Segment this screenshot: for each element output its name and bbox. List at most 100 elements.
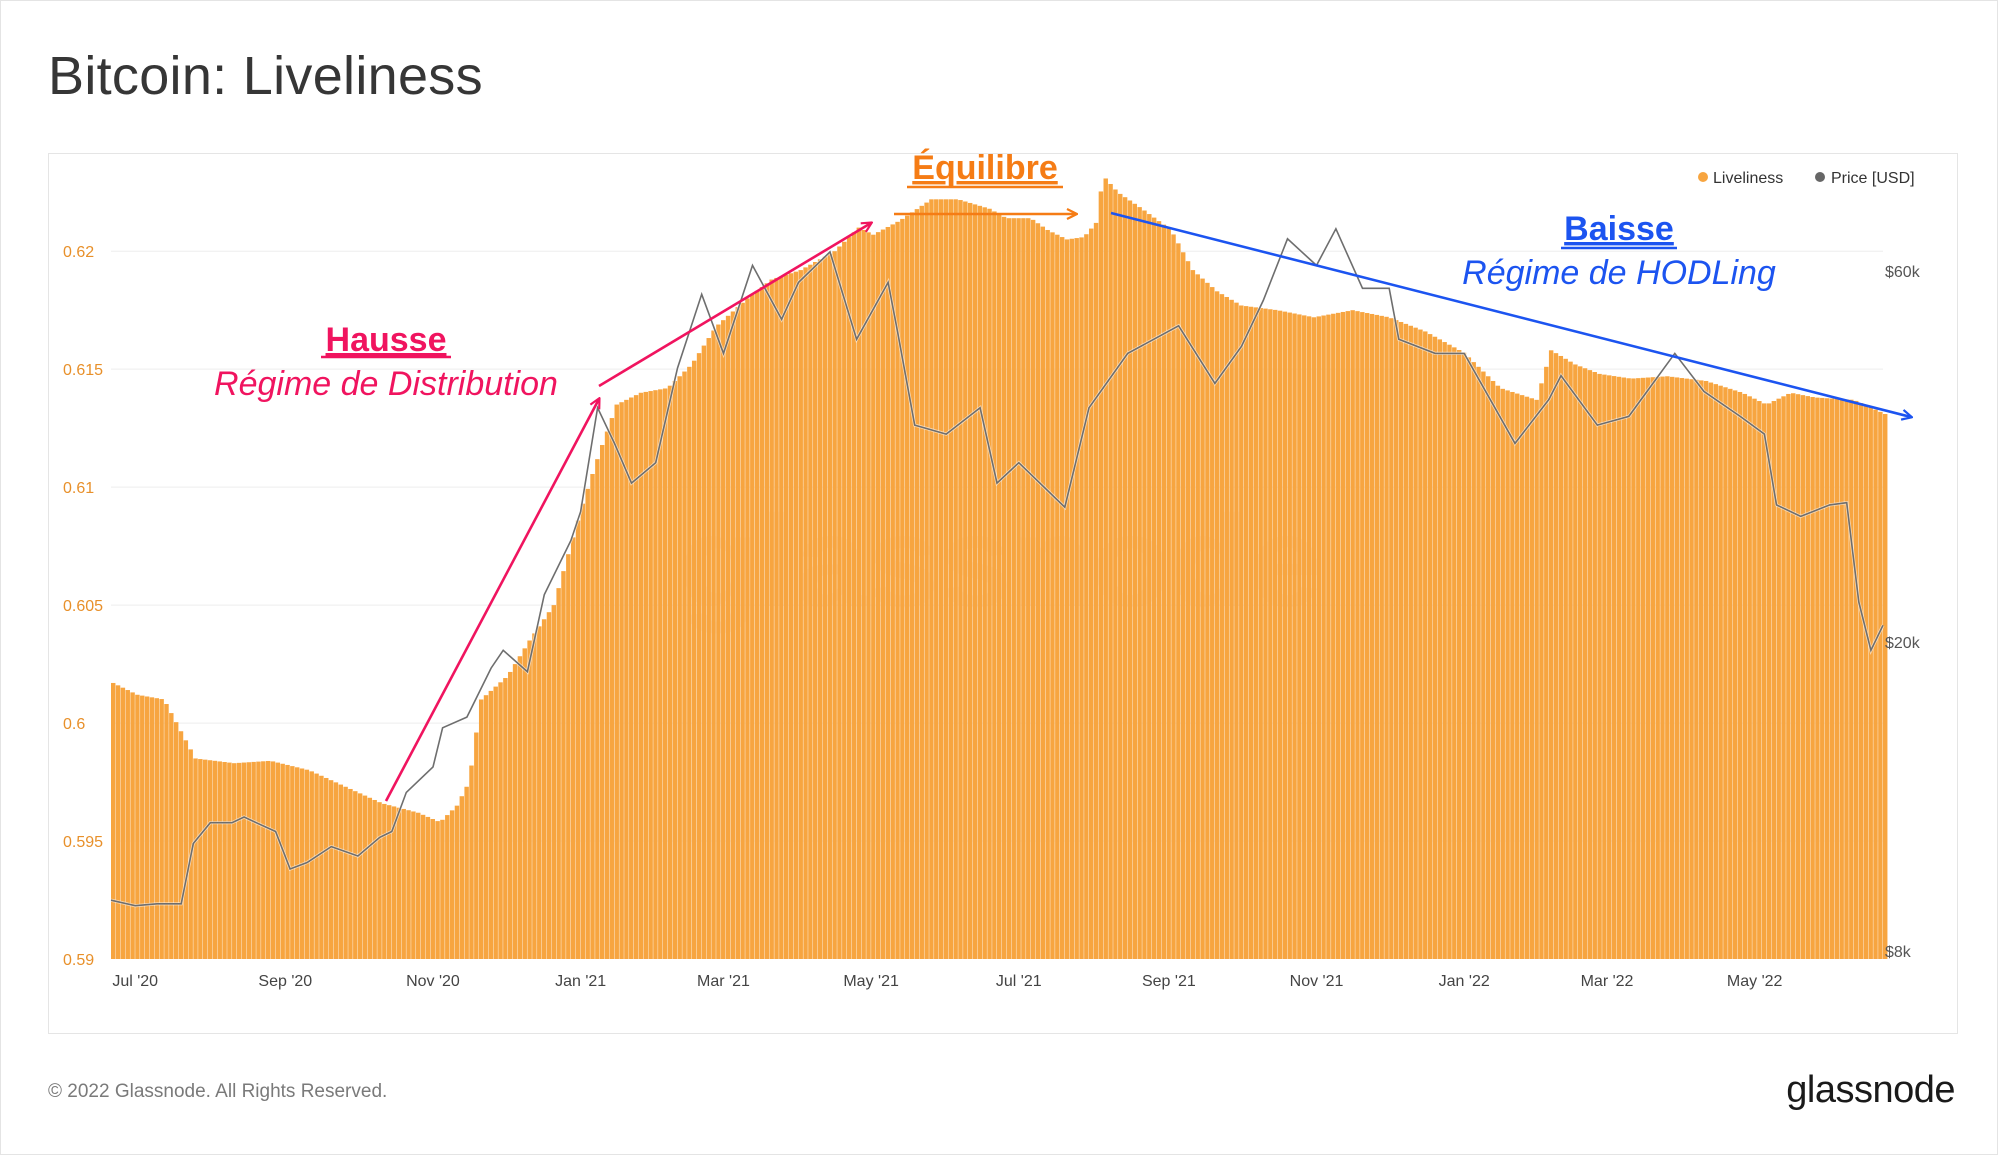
liveliness-bar <box>1340 311 1346 960</box>
liveliness-bar <box>483 695 489 959</box>
liveliness-bar <box>1524 396 1530 959</box>
liveliness-bar <box>1001 216 1007 960</box>
liveliness-bar <box>1374 314 1380 959</box>
y-left-tick-label: 0.605 <box>63 598 103 615</box>
liveliness-bar <box>1331 313 1336 959</box>
liveliness-bar <box>256 761 261 959</box>
y-left-tick-label: 0.61 <box>63 480 94 497</box>
glassnode-logo[interactable]: glassnode <box>1786 1069 1955 1111</box>
liveliness-bar <box>324 777 329 959</box>
liveliness-bar <box>967 202 973 959</box>
liveliness-bar <box>1224 296 1229 959</box>
liveliness-bar <box>905 215 910 959</box>
liveliness-bar <box>1369 313 1375 960</box>
liveliness-bar <box>817 259 823 959</box>
liveliness-bar <box>125 690 130 959</box>
liveliness-bar <box>1364 313 1370 959</box>
liveliness-bar <box>1239 305 1244 960</box>
liveliness-bar <box>750 294 755 959</box>
liveliness-bar <box>120 687 126 959</box>
liveliness-bar <box>1079 237 1084 959</box>
liveliness-bar <box>1563 358 1568 959</box>
liveliness-bar <box>1355 311 1360 959</box>
liveliness-bar <box>1679 378 1685 959</box>
liveliness-bar <box>1161 224 1167 960</box>
liveliness-bar <box>1074 238 1079 959</box>
liveliness-bar <box>1548 350 1554 959</box>
liveliness-bar <box>474 732 479 959</box>
liveliness-bar <box>842 241 847 959</box>
liveliness-bar <box>232 763 237 959</box>
liveliness-bar <box>464 786 469 959</box>
liveliness-bar <box>1703 380 1709 960</box>
liveliness-bar <box>590 474 595 959</box>
liveliness-bar <box>1873 409 1878 959</box>
liveliness-bar <box>1098 191 1104 959</box>
liveliness-bar <box>1103 178 1108 960</box>
liveliness-bar <box>721 320 726 959</box>
liveliness-bar <box>1539 383 1544 960</box>
liveliness-bar <box>1684 378 1689 959</box>
liveliness-bar <box>1824 398 1830 960</box>
liveliness-bar <box>1616 376 1622 959</box>
baisse-subtitle: Régime de HODLing <box>1462 254 1776 292</box>
liveliness-bar <box>934 199 939 959</box>
liveliness-bar <box>1568 361 1573 959</box>
liveliness-bar <box>541 619 547 959</box>
liveliness-bar <box>875 232 881 959</box>
liveliness-bar <box>222 762 227 959</box>
liveliness-bar <box>328 780 334 959</box>
liveliness-bar <box>304 769 310 959</box>
liveliness-bar <box>604 431 610 959</box>
liveliness-bar <box>1016 218 1021 959</box>
liveliness-bar <box>1418 329 1423 959</box>
liveliness-bar <box>1026 218 1031 959</box>
liveliness-bar <box>149 697 155 959</box>
liveliness-bar <box>1723 387 1728 959</box>
liveliness-bar <box>1481 371 1486 959</box>
hausse-arrow-1 <box>384 399 599 802</box>
liveliness-bar <box>919 205 924 960</box>
liveliness-bar <box>963 201 968 960</box>
liveliness-bar <box>1272 309 1278 959</box>
liveliness-bar <box>183 740 189 959</box>
liveliness-bar <box>813 262 818 959</box>
liveliness-bar <box>1166 228 1171 959</box>
liveliness-bar <box>1180 252 1186 959</box>
liveliness-bar <box>716 324 721 959</box>
liveliness-bar <box>1820 397 1825 959</box>
liveliness-bar <box>430 819 435 959</box>
liveliness-bar <box>1427 334 1433 960</box>
liveliness-bar <box>1413 327 1418 959</box>
liveliness-bar <box>774 277 779 959</box>
liveliness-bar <box>1229 299 1234 959</box>
liveliness-bar <box>314 773 319 959</box>
liveliness-bar <box>1602 374 1607 959</box>
liveliness-bar <box>1607 375 1612 960</box>
liveliness-bar <box>798 270 803 960</box>
liveliness-bar <box>643 391 649 959</box>
liveliness-bar <box>111 682 116 959</box>
liveliness-bar <box>1258 308 1263 959</box>
liveliness-bar <box>1122 197 1128 959</box>
liveliness-bar <box>367 797 373 959</box>
liveliness-bar <box>633 395 639 959</box>
liveliness-bar <box>977 205 983 960</box>
liveliness-bar <box>667 385 673 959</box>
liveliness-bar <box>1064 239 1070 960</box>
liveliness-bar <box>1699 380 1704 959</box>
liveliness-bar <box>241 762 247 959</box>
liveliness-bar <box>1728 388 1733 960</box>
liveliness-bar <box>1645 377 1651 959</box>
liveliness-bar <box>1442 342 1447 959</box>
liveliness-bar <box>1093 222 1099 959</box>
liveliness-bar <box>1021 218 1026 959</box>
liveliness-bar <box>445 815 450 959</box>
liveliness-bar <box>1776 398 1781 959</box>
liveliness-bar <box>294 767 300 959</box>
liveliness-bar <box>1573 364 1578 960</box>
liveliness-bar <box>493 686 498 959</box>
liveliness-bar <box>1631 378 1636 960</box>
liveliness-bar <box>275 762 281 959</box>
